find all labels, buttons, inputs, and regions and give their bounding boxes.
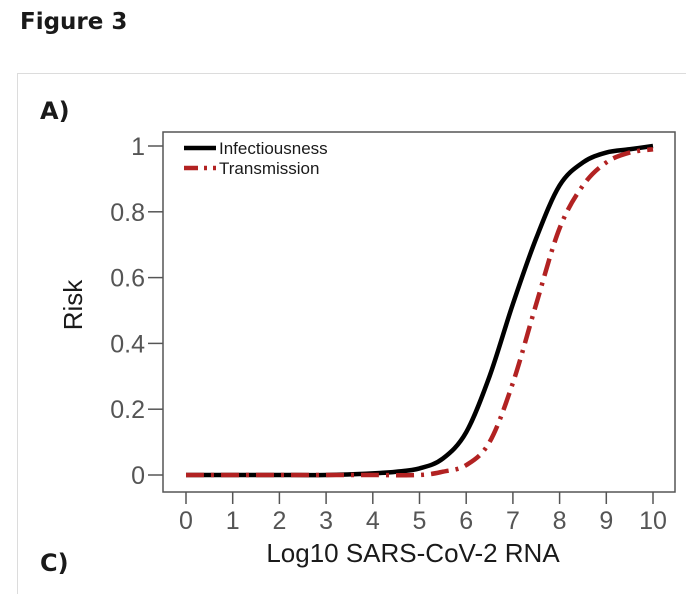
y-tick-label: 0.4 — [110, 330, 145, 358]
y-tick-label: 0.8 — [110, 199, 145, 227]
series-line-infectiousness — [185, 143, 654, 478]
x-tick-label: 3 — [319, 507, 333, 535]
series-layer — [185, 143, 654, 478]
x-tick-label: 10 — [639, 507, 667, 535]
series-line-transmission — [185, 147, 654, 478]
chart-axes: 00.20.40.60.810 1 2 3 4 5 6 7 8 9 10 — [110, 131, 676, 535]
x-tick-label: 7 — [506, 507, 520, 535]
y-tick-label: 0.6 — [110, 265, 145, 293]
risk-chart: 00.20.40.60.810 1 2 3 4 5 6 7 8 9 10 Infectiousnes… — [58, 131, 676, 568]
x-tick-label: 6 — [459, 507, 473, 535]
figure-title: Figure 3 — [20, 9, 128, 35]
x-tick-label: 1 — [226, 507, 240, 535]
y-tick-label: 1 — [131, 133, 145, 161]
panel-c-label: C) — [40, 549, 69, 577]
y-tick-label: 0.2 — [110, 396, 145, 424]
x-axis-title: Log10 SARS-CoV-2 RNA — [266, 538, 560, 568]
x-tick-label: 2 — [272, 507, 286, 535]
x-tick-label: 4 — [366, 507, 380, 535]
legend-label-transmission: Transmission — [219, 159, 319, 178]
x-tick-label: 9 — [599, 507, 613, 535]
y-axis-title: Risk — [58, 279, 88, 331]
y-tick-label: 0 — [131, 462, 145, 490]
x-tick-label: 8 — [553, 507, 567, 535]
x-tick-label: 5 — [413, 507, 427, 535]
legend-label-infectiousness: Infectiousness — [219, 139, 328, 158]
x-tick-label: 0 — [179, 507, 193, 535]
panel-a-label: A) — [40, 97, 70, 125]
plot-frame — [162, 131, 676, 493]
panel-frame — [17, 73, 686, 594]
